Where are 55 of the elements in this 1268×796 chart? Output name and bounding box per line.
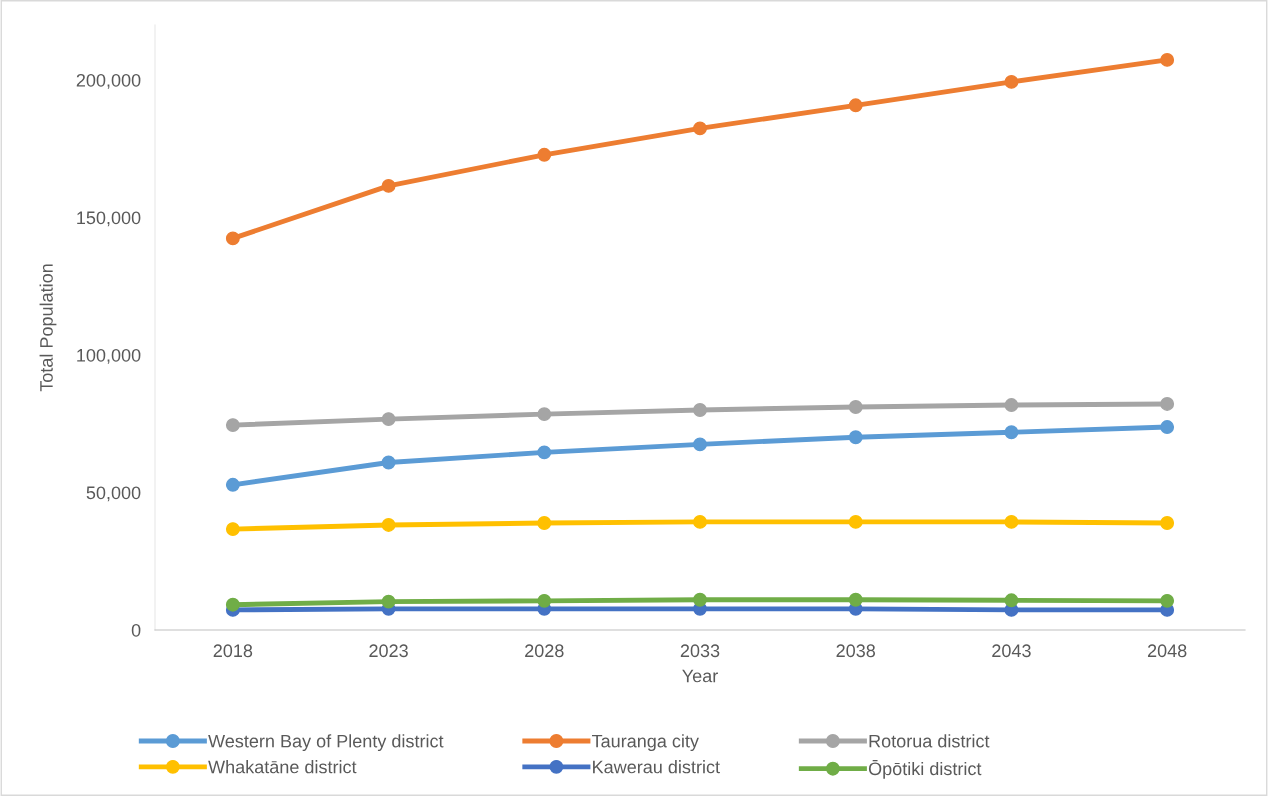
point	[537, 516, 552, 530]
point	[381, 178, 396, 193]
point	[1160, 52, 1175, 67]
point	[225, 418, 240, 433]
point	[848, 430, 863, 445]
y-tick-label: 150,000	[77, 211, 141, 227]
point	[381, 594, 396, 609]
point	[693, 514, 707, 529]
y-tick-label: 50,000	[86, 486, 141, 502]
point	[693, 592, 707, 607]
point	[1004, 398, 1019, 412]
x-tick-label: 2033	[680, 644, 720, 658]
x-tick-label: 2048	[1147, 644, 1187, 658]
point	[1160, 516, 1175, 530]
point	[381, 455, 396, 470]
point	[225, 597, 240, 612]
point	[1160, 593, 1175, 608]
point	[537, 147, 552, 162]
point	[1004, 514, 1019, 529]
point	[225, 231, 240, 246]
legend-label: Ōpōtiki district	[868, 760, 982, 779]
x-tick-label: 2018	[213, 644, 253, 658]
x-axis-title: Year	[682, 669, 718, 683]
x-tick-label: 2028	[525, 644, 564, 658]
point	[848, 592, 863, 607]
legend-label: Whakatāne district	[208, 760, 357, 774]
legend-label: Rotorua district	[869, 734, 990, 748]
point	[537, 407, 552, 422]
point	[1160, 420, 1175, 434]
y-tick-label: 200,000	[76, 73, 141, 89]
x-tick-label: 2043	[992, 644, 1031, 658]
point	[1004, 74, 1019, 89]
point	[848, 98, 863, 113]
legend-label: Kawerau district	[593, 760, 720, 774]
point	[693, 403, 707, 417]
x-tick-label: 2023	[369, 644, 408, 658]
point	[225, 522, 240, 537]
legend-label: Tauranga city	[592, 734, 699, 752]
point	[225, 477, 240, 492]
y-axis-title: Total Population	[39, 264, 57, 392]
y-tick-label: 100,000	[77, 348, 141, 364]
y-tick-label: 0	[131, 623, 141, 637]
point	[1004, 425, 1019, 440]
point	[693, 437, 707, 452]
point	[693, 121, 707, 136]
point	[381, 518, 396, 532]
point	[1004, 593, 1019, 608]
x-tick-label: 2038	[836, 644, 876, 658]
point	[381, 412, 396, 427]
legend-label: Western Bay of Plenty district	[208, 734, 444, 752]
point	[537, 593, 552, 608]
point	[848, 514, 863, 529]
point	[1160, 397, 1175, 411]
point	[848, 400, 863, 414]
point	[537, 445, 552, 460]
